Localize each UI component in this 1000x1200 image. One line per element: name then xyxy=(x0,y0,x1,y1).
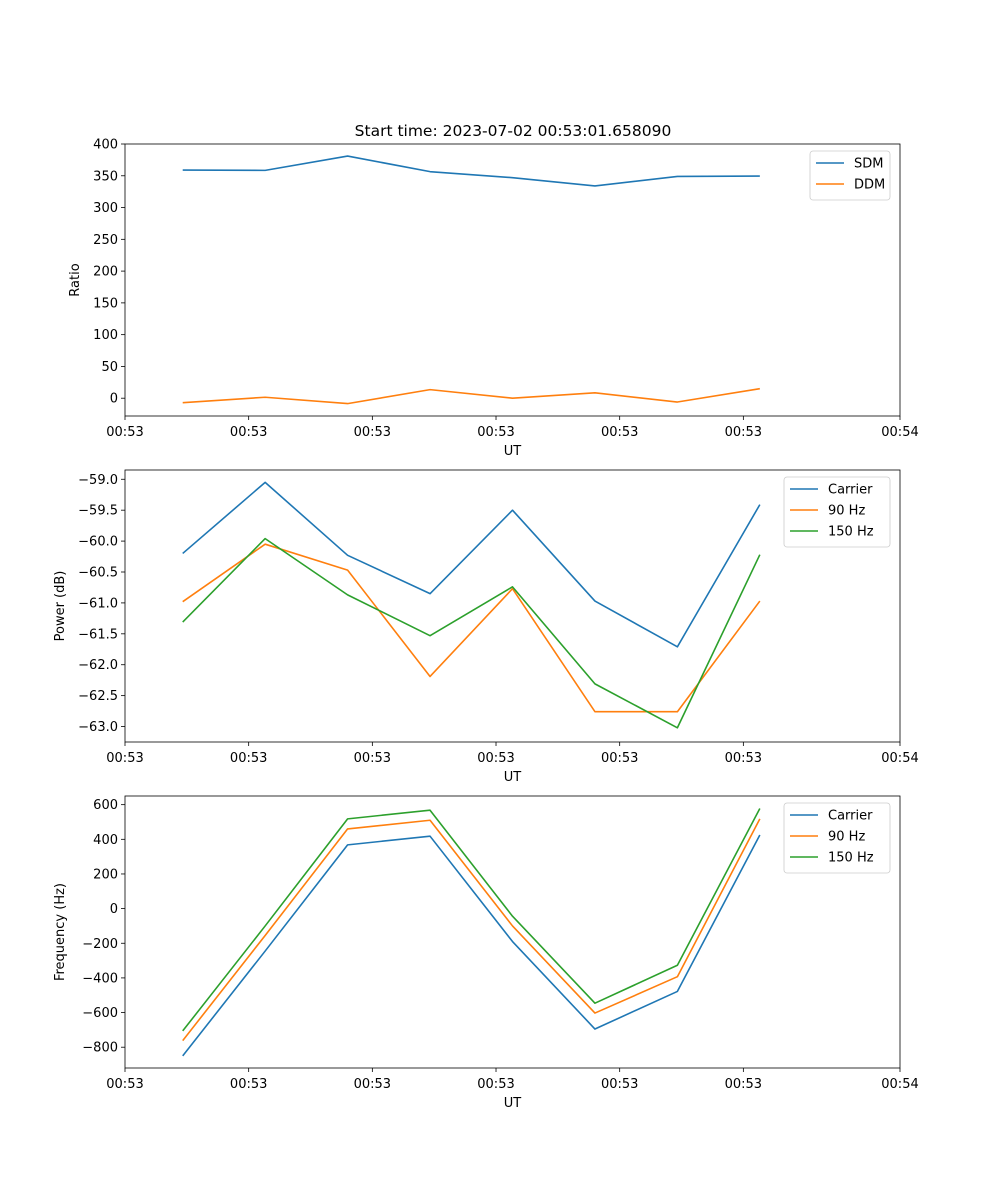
x-tick-label: 00:53 xyxy=(230,1077,267,1092)
x-tick-label: 00:53 xyxy=(725,1077,762,1092)
legend: Carrier 90 Hz 150 Hz xyxy=(783,802,891,874)
series-line-150-hz xyxy=(182,808,761,1032)
legend-label-90-hz: 90 Hz xyxy=(828,504,865,519)
y-tick-label: 0 xyxy=(110,902,118,917)
y-tick-label: 400 xyxy=(93,138,118,153)
x-tick-label: 00:53 xyxy=(601,1077,638,1092)
x-tick-label: 00:53 xyxy=(230,425,267,440)
x-tick-label: 00:53 xyxy=(106,751,143,766)
legend-label-150-hz: 150 Hz xyxy=(828,851,874,866)
x-tick-label: 00:53 xyxy=(106,1077,143,1092)
y-axis-label: Ratio xyxy=(68,263,83,296)
x-tick-label: 00:53 xyxy=(725,425,762,440)
x-tick-label: 00:53 xyxy=(725,751,762,766)
plot-area xyxy=(124,469,901,743)
x-tick-label: 00:53 xyxy=(601,425,638,440)
y-tick-label: 100 xyxy=(93,328,118,343)
y-tick-label: −61.0 xyxy=(78,596,118,611)
y-tick-label: 0 xyxy=(110,392,118,407)
y-tick-label: 300 xyxy=(93,201,118,216)
y-axis-label: Power (dB) xyxy=(53,571,68,642)
x-tick-label: 00:53 xyxy=(354,425,391,440)
y-tick-label: 400 xyxy=(93,833,118,848)
legend-frame xyxy=(783,802,891,874)
y-tick-label: −600 xyxy=(82,1006,118,1021)
plot-area xyxy=(124,795,901,1069)
y-tick-label: −62.0 xyxy=(78,658,118,673)
x-axis-label: UT xyxy=(504,1096,522,1111)
y-tick-label: 150 xyxy=(93,296,118,311)
legend-label-ddm: DDM xyxy=(854,178,885,193)
x-axis-label: UT xyxy=(504,770,522,785)
y-tick-label: −800 xyxy=(82,1041,118,1056)
legend: Carrier 90 Hz 150 Hz xyxy=(783,476,891,548)
x-tick-label: 00:53 xyxy=(230,751,267,766)
plot-area xyxy=(124,143,901,417)
x-tick-label: 00:53 xyxy=(477,1077,514,1092)
legend-label-150-hz: 150 Hz xyxy=(828,525,874,540)
legend-label-carrier: Carrier xyxy=(828,809,873,824)
x-tick-label: 00:53 xyxy=(106,425,143,440)
x-tick-label: 00:53 xyxy=(354,1077,391,1092)
y-tick-label: 200 xyxy=(93,867,118,882)
series-line-carrier xyxy=(182,481,761,648)
y-tick-label: 600 xyxy=(93,798,118,813)
y-tick-label: −62.5 xyxy=(78,689,118,704)
y-tick-label: −200 xyxy=(82,937,118,952)
y-tick-label: −60.0 xyxy=(78,535,118,550)
y-tick-label: −61.5 xyxy=(78,627,118,642)
y-tick-label: 350 xyxy=(93,169,118,184)
legend-label-carrier: Carrier xyxy=(828,483,873,498)
y-axis-label: Frequency (Hz) xyxy=(53,883,68,981)
series-line-90-hz xyxy=(182,818,761,1042)
x-tick-label: 00:53 xyxy=(477,751,514,766)
y-tick-label: 250 xyxy=(93,233,118,248)
legend-label-90-hz: 90 Hz xyxy=(828,830,865,845)
series-line-ddm xyxy=(182,387,760,405)
y-tick-label: −63.0 xyxy=(78,720,118,735)
legend: SDM DDM xyxy=(809,150,891,201)
series-line-90-hz xyxy=(182,543,761,713)
x-tick-label: 00:54 xyxy=(881,425,918,440)
legend-frame xyxy=(783,476,891,548)
series-line-sdm xyxy=(182,155,760,187)
x-axis-label: UT xyxy=(504,444,522,459)
y-tick-label: −59.0 xyxy=(78,473,118,488)
series-line-150-hz xyxy=(182,537,761,729)
ratio-chart: 0 50 100 150 200 250 300 350 400 00:53 00:53 00:53 0… xyxy=(68,138,919,460)
figure-title: Start time: 2023-07-02 00:53:01.658090 xyxy=(355,122,672,140)
legend-label-sdm: SDM xyxy=(854,157,883,172)
x-tick-label: 00:53 xyxy=(601,751,638,766)
power-chart: −63.0 −62.5 −62.0 −61.5 −61.0 −60.5 −60.0 −59.5… xyxy=(53,469,919,785)
y-tick-label: −60.5 xyxy=(78,566,118,581)
y-tick-label: 50 xyxy=(101,360,118,375)
x-tick-label: 00:54 xyxy=(881,751,918,766)
frequency-chart: −800 −600 −400 −200 0 200 400 600 00:53 00:53 00:5… xyxy=(53,795,919,1111)
y-tick-label: −400 xyxy=(82,971,118,986)
x-tick-label: 00:54 xyxy=(881,1077,918,1092)
series-line-carrier xyxy=(182,834,761,1057)
y-tick-label: −59.5 xyxy=(78,504,118,519)
x-tick-label: 00:53 xyxy=(354,751,391,766)
y-tick-label: 200 xyxy=(93,265,118,280)
x-tick-label: 00:53 xyxy=(477,425,514,440)
